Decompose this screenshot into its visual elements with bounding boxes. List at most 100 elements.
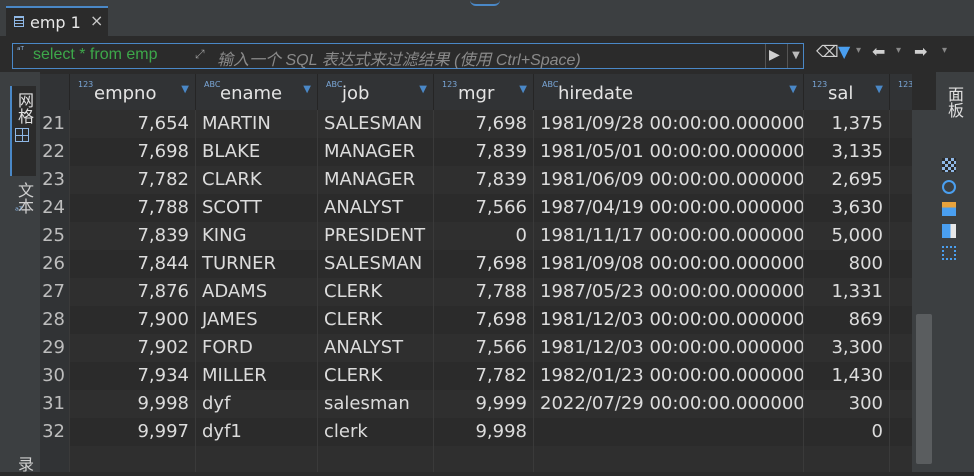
column-header-ename[interactable]: ABC ename ▼ xyxy=(196,74,318,110)
cell-hiredate[interactable]: 1982/01/23 00:00:00.0000000 xyxy=(534,362,804,390)
cell-mgr[interactable]: 7,566 xyxy=(434,194,534,222)
cell-job[interactable]: PRESIDENT xyxy=(318,222,434,250)
cell-ename[interactable]: KING xyxy=(196,222,318,250)
filter-input[interactable]: ᵃᵀ select * from emp ⤢ 输入一个 SQL 表达式来过滤结果… xyxy=(12,43,804,69)
cell-job[interactable]: ANALYST xyxy=(318,194,434,222)
cell-empno[interactable]: 7,839 xyxy=(70,222,196,250)
arrow-left-icon[interactable]: ⬅ xyxy=(872,42,886,61)
table-row[interactable]: 21 7,654 MARTIN SALESMAN 7,698 1981/09/28 00:… xyxy=(40,110,912,138)
cell-ename[interactable]: JAMES xyxy=(196,306,318,334)
tab-text-view[interactable]: 文本 xyxy=(15,182,34,214)
cell-ename[interactable]: BLAKE xyxy=(196,138,318,166)
table-row[interactable]: 27 7,876 ADAMS CLERK 7,788 1987/05/23 00:00:0… xyxy=(40,278,912,306)
vertical-scrollbar[interactable] xyxy=(912,110,936,472)
expand-icon[interactable]: ⤢ xyxy=(195,47,205,61)
cell-mgr[interactable]: 7,788 xyxy=(434,278,534,306)
chevron-down-icon[interactable]: ▾ xyxy=(856,45,862,56)
row-number[interactable]: 21 xyxy=(40,110,70,138)
row-number[interactable]: 25 xyxy=(40,222,70,250)
cell-hiredate[interactable]: 1981/12/03 00:00:00.0000000 xyxy=(534,334,804,362)
row-number[interactable]: 27 xyxy=(40,278,70,306)
column-header-empno[interactable]: 123 empno ▼ xyxy=(70,74,196,110)
cell-job[interactable]: clerk xyxy=(318,418,434,446)
cell-blank[interactable] xyxy=(890,166,912,194)
cell-hiredate[interactable] xyxy=(534,418,804,446)
table-row[interactable]: 28 7,900 JAMES CLERK 7,698 1981/12/03 00:00:0… xyxy=(40,306,912,334)
cell-sal[interactable]: 3,630 xyxy=(804,194,890,222)
table-row[interactable]: 26 7,844 TURNER SALESMAN 7,698 1981/09/08 00:… xyxy=(40,250,912,278)
cell-sal[interactable]: 869 xyxy=(804,306,890,334)
column-header-job[interactable]: ABC job ▼ xyxy=(318,74,434,110)
cell-job[interactable]: ANALYST xyxy=(318,334,434,362)
sort-icon[interactable]: ▼ xyxy=(181,84,189,95)
value-viewer-icon[interactable] xyxy=(942,158,956,172)
cell-blank[interactable] xyxy=(890,390,912,418)
filter-icon[interactable]: ▼ xyxy=(838,42,851,61)
cell-job[interactable]: CLERK xyxy=(318,306,434,334)
drag-handle-icon[interactable] xyxy=(470,0,500,6)
cell-mgr[interactable]: 7,839 xyxy=(434,138,534,166)
cell-hiredate[interactable]: 1981/11/17 00:00:00.0000000 xyxy=(534,222,804,250)
cell-sal[interactable]: 2,695 xyxy=(804,166,890,194)
cell-empno[interactable]: 9,998 xyxy=(70,390,196,418)
cell-blank[interactable] xyxy=(890,362,912,390)
cell-mgr[interactable]: 7,839 xyxy=(434,166,534,194)
cell-hiredate[interactable]: 1981/09/08 00:00:00.0000000 xyxy=(534,250,804,278)
cell-empno[interactable]: 7,654 xyxy=(70,110,196,138)
sort-icon[interactable]: ▼ xyxy=(789,84,797,95)
table-row[interactable]: 24 7,788 SCOTT ANALYST 7,566 1987/04/19 00:00… xyxy=(40,194,912,222)
row-number[interactable]: 28 xyxy=(40,306,70,334)
cell-hiredate[interactable]: 1987/05/23 00:00:00.0000000 xyxy=(534,278,804,306)
row-number[interactable]: 30 xyxy=(40,362,70,390)
row-number[interactable]: 22 xyxy=(40,138,70,166)
table-row[interactable]: 29 7,902 FORD ANALYST 7,566 1981/12/03 00:00:… xyxy=(40,334,912,362)
cell-blank[interactable] xyxy=(890,306,912,334)
cell-ename[interactable]: TURNER xyxy=(196,250,318,278)
chevron-down-icon[interactable]: ▾ xyxy=(896,45,902,56)
cell-empno[interactable]: 7,900 xyxy=(70,306,196,334)
cell-sal[interactable]: 1,430 xyxy=(804,362,890,390)
cell-sal[interactable]: 5,000 xyxy=(804,222,890,250)
cell-hiredate[interactable]: 1981/09/28 00:00:00.0000000 xyxy=(534,110,804,138)
cell-blank[interactable] xyxy=(890,138,912,166)
cell-empno[interactable]: 7,902 xyxy=(70,334,196,362)
cell-hiredate[interactable]: 1981/12/03 00:00:00.0000000 xyxy=(534,306,804,334)
column-header-next[interactable]: 123 xyxy=(890,74,912,110)
cell-blank[interactable] xyxy=(890,110,912,138)
references-icon[interactable] xyxy=(942,246,956,260)
cell-ename[interactable]: dyf xyxy=(196,390,318,418)
grouping-icon[interactable] xyxy=(942,202,956,216)
cell-blank[interactable] xyxy=(890,222,912,250)
table-row[interactable]: 25 7,839 KING PRESIDENT 0 1981/11/17 00:00:00… xyxy=(40,222,912,250)
cell-job[interactable]: CLERK xyxy=(318,362,434,390)
cell-blank[interactable] xyxy=(890,250,912,278)
cell-ename[interactable]: FORD xyxy=(196,334,318,362)
metadata-icon[interactable] xyxy=(942,180,956,194)
cell-mgr[interactable]: 7,698 xyxy=(434,110,534,138)
cell-mgr[interactable]: 0 xyxy=(434,222,534,250)
cell-sal[interactable]: 0 xyxy=(804,418,890,446)
cell-mgr[interactable]: 9,999 xyxy=(434,390,534,418)
row-number[interactable]: 29 xyxy=(40,334,70,362)
sort-icon[interactable]: ▼ xyxy=(303,84,311,95)
cell-ename[interactable]: MARTIN xyxy=(196,110,318,138)
cell-ename[interactable]: SCOTT xyxy=(196,194,318,222)
row-number[interactable]: 23 xyxy=(40,166,70,194)
row-number[interactable]: 24 xyxy=(40,194,70,222)
cell-job[interactable]: SALESMAN xyxy=(318,250,434,278)
cell-hiredate[interactable]: 1981/05/01 00:00:00.0000000 xyxy=(534,138,804,166)
cell-empno[interactable]: 7,788 xyxy=(70,194,196,222)
cell-empno[interactable]: 7,782 xyxy=(70,166,196,194)
close-icon[interactable]: × xyxy=(90,11,104,30)
table-row[interactable]: 23 7,782 CLARK MANAGER 7,839 1981/06/09 00:00… xyxy=(40,166,912,194)
cell-sal[interactable]: 1,331 xyxy=(804,278,890,306)
cell-job[interactable]: MANAGER xyxy=(318,166,434,194)
cell-empno[interactable]: 7,698 xyxy=(70,138,196,166)
cell-ename[interactable]: MILLER xyxy=(196,362,318,390)
cell-job[interactable]: salesman xyxy=(318,390,434,418)
cell-job[interactable]: MANAGER xyxy=(318,138,434,166)
cell-blank[interactable] xyxy=(890,334,912,362)
cell-sal[interactable]: 3,300 xyxy=(804,334,890,362)
cell-hiredate[interactable]: 1987/04/19 00:00:00.0000000 xyxy=(534,194,804,222)
cell-empno[interactable]: 7,934 xyxy=(70,362,196,390)
